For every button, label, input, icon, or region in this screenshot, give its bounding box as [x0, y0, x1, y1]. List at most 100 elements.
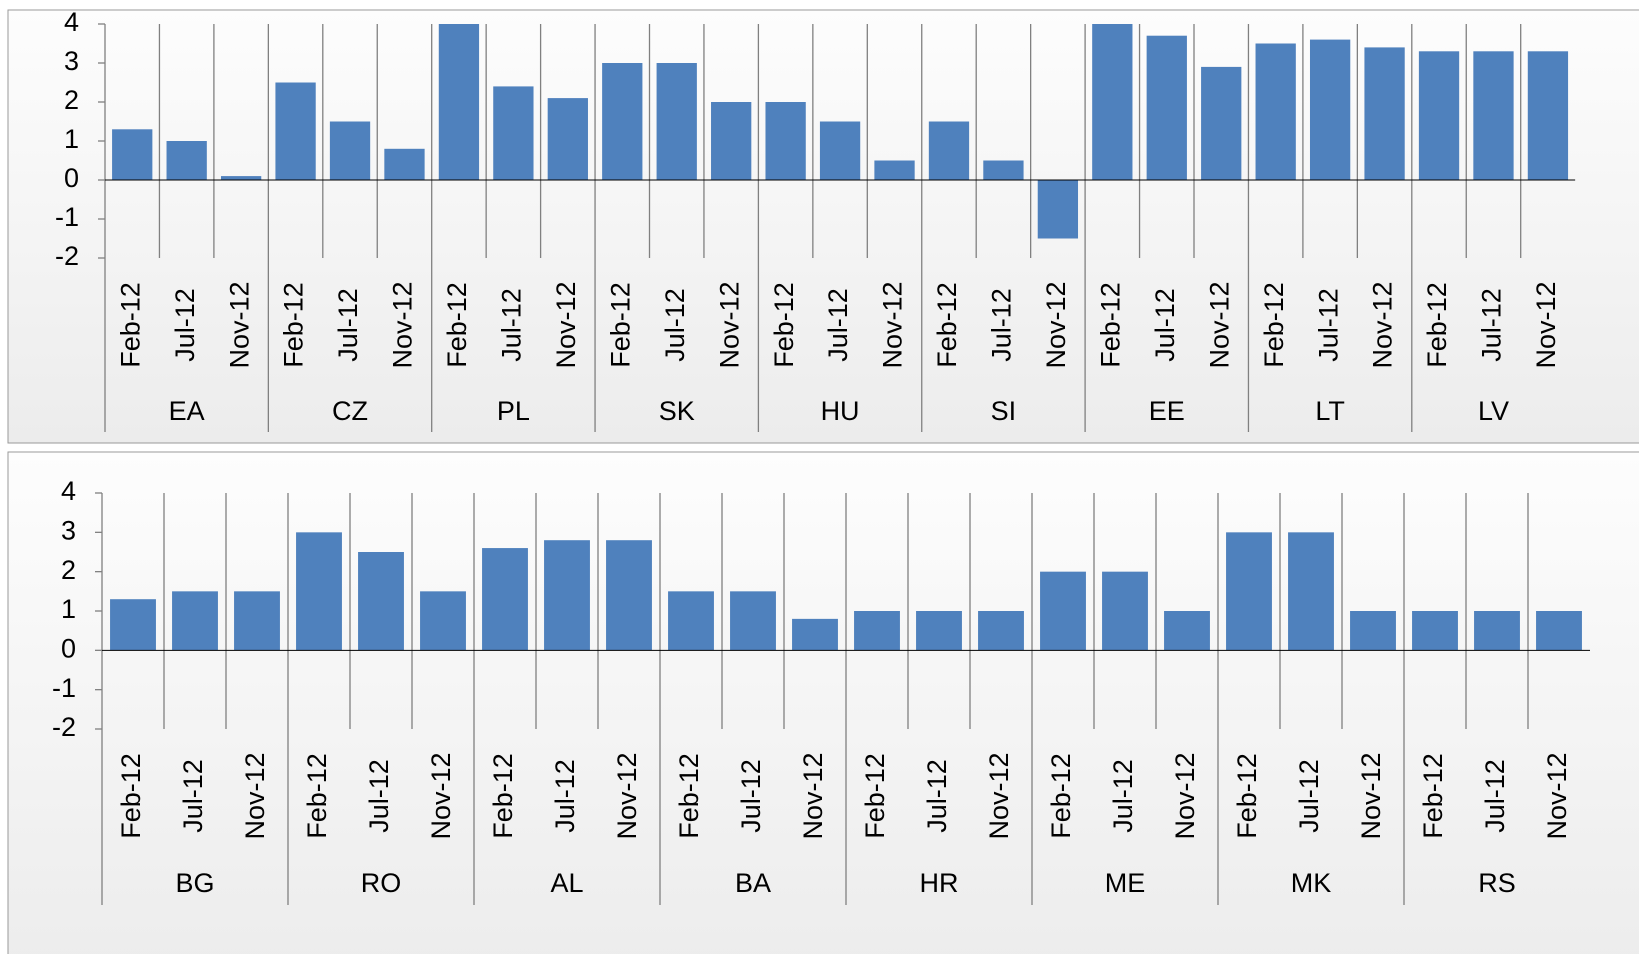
x-tick-label: Jul-12: [823, 288, 853, 362]
y-tick-label: 2: [61, 555, 76, 585]
bar: [1536, 611, 1582, 651]
group-label: EA: [169, 396, 205, 426]
y-tick-label: 1: [61, 594, 76, 624]
x-tick-label: Jul-12: [1108, 759, 1138, 833]
y-tick-label: -1: [55, 202, 79, 232]
x-tick-label: Feb-12: [932, 282, 962, 368]
group-label: RS: [1478, 868, 1516, 898]
x-tick-label: Feb-12: [1095, 282, 1125, 368]
y-tick-label: 3: [64, 46, 79, 76]
bar: [916, 611, 962, 651]
group-label: CZ: [332, 396, 368, 426]
bar: [547, 98, 588, 180]
y-tick-label: 2: [64, 85, 79, 115]
bar: [544, 540, 590, 651]
group-label: BG: [175, 868, 214, 898]
x-tick-label: Feb-12: [1259, 282, 1289, 368]
bar: [606, 540, 652, 651]
x-tick-label: Nov-12: [240, 752, 270, 839]
bar: [1527, 51, 1569, 180]
x-tick-label: Nov-12: [1041, 281, 1071, 368]
x-tick-label: Jul-12: [1294, 759, 1324, 833]
group-label: ME: [1105, 868, 1146, 898]
y-tick-label: 3: [61, 515, 76, 545]
group-label: EE: [1149, 396, 1185, 426]
y-tick-label: -2: [55, 241, 79, 271]
x-tick-label: Feb-12: [279, 282, 309, 368]
bar: [1146, 35, 1187, 181]
bar: [711, 102, 752, 180]
group-label: PL: [497, 396, 530, 426]
bar: [384, 148, 425, 180]
x-tick-label: Jul-12: [1477, 288, 1507, 362]
bar: [854, 611, 900, 651]
x-tick-label: Jul-12: [333, 288, 363, 362]
x-tick-label: Nov-12: [798, 752, 828, 839]
y-tick-label: 0: [61, 633, 76, 663]
x-tick-label: Feb-12: [116, 753, 146, 839]
x-tick-label: Feb-12: [1422, 282, 1452, 368]
bar: [220, 176, 262, 180]
panel: [7, 451, 1639, 954]
group-label: RO: [361, 868, 402, 898]
x-tick-label: Nov-12: [1542, 752, 1572, 839]
bar: [1473, 51, 1514, 180]
group-label: MK: [1291, 868, 1332, 898]
x-tick-label: Nov-12: [878, 281, 908, 368]
x-tick-label: Jul-12: [550, 759, 580, 833]
x-tick-label: Jul-12: [1313, 288, 1343, 362]
bar: [1092, 24, 1133, 180]
x-tick-label: Nov-12: [1170, 752, 1200, 839]
x-tick-label: Feb-12: [1418, 753, 1448, 839]
bar: [1412, 611, 1458, 651]
bar: [792, 618, 838, 651]
bar: [1255, 43, 1296, 180]
x-tick-label: Feb-12: [769, 282, 799, 368]
bar: [482, 548, 528, 651]
x-tick-label: Nov-12: [224, 281, 254, 368]
bar: [112, 129, 153, 180]
bar: [1201, 66, 1242, 180]
bar: [928, 121, 970, 180]
bar: [358, 552, 404, 651]
bar: [1288, 532, 1334, 651]
x-tick-label: Feb-12: [674, 753, 704, 839]
group-label: HR: [920, 868, 959, 898]
group-label: LV: [1478, 396, 1509, 426]
x-tick-label: Jul-12: [497, 288, 527, 362]
bar: [234, 591, 280, 651]
bar: [1040, 571, 1086, 651]
x-tick-label: Feb-12: [302, 753, 332, 839]
x-tick-label: Feb-12: [860, 753, 890, 839]
bar: [819, 121, 861, 180]
group-label: SK: [659, 396, 695, 426]
bar: [493, 86, 534, 180]
group-label: HU: [821, 396, 860, 426]
y-tick-label: -1: [52, 673, 76, 703]
x-tick-label: Nov-12: [551, 281, 581, 368]
x-tick-label: Jul-12: [987, 288, 1017, 362]
bar: [1364, 47, 1405, 181]
x-tick-label: Nov-12: [714, 281, 744, 368]
bar: [983, 160, 1024, 180]
x-tick-label: Jul-12: [660, 288, 690, 362]
x-tick-label: Nov-12: [984, 752, 1014, 839]
x-tick-label: Jul-12: [1480, 759, 1510, 833]
bar: [1164, 611, 1210, 651]
bar: [329, 121, 371, 180]
group-label: SI: [991, 396, 1017, 426]
x-tick-label: Nov-12: [1531, 281, 1561, 368]
x-tick-label: Nov-12: [1204, 281, 1234, 368]
bar: [1226, 532, 1272, 651]
x-tick-label: Jul-12: [736, 759, 766, 833]
group-label: LT: [1315, 396, 1345, 426]
y-tick-label: 0: [64, 163, 79, 193]
bar: [730, 591, 776, 651]
x-tick-label: Feb-12: [488, 753, 518, 839]
bar: [668, 591, 714, 651]
bar: [602, 63, 643, 180]
bar: [765, 102, 806, 180]
bar: [438, 24, 480, 180]
bar: [275, 82, 316, 180]
